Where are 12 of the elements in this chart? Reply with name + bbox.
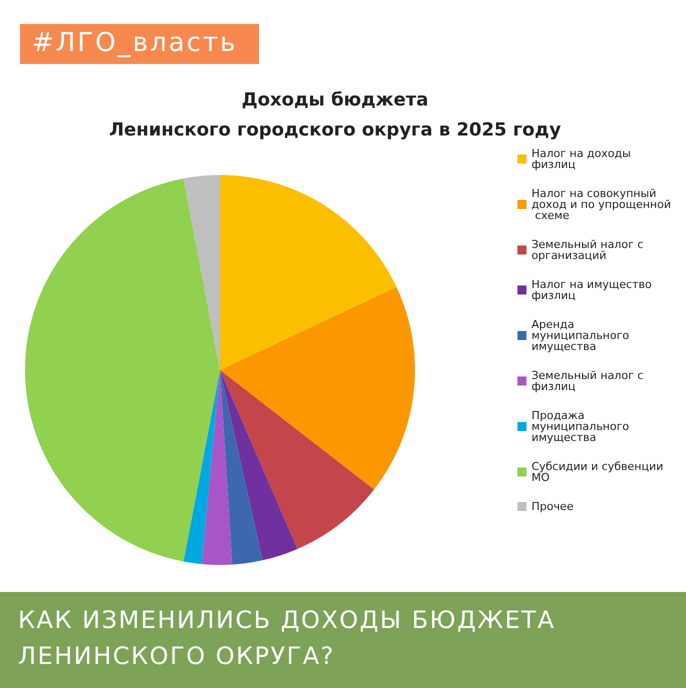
legend-label: Земельный налог с организаций — [531, 238, 647, 262]
legend-label: Налог на доходы физлиц — [531, 147, 634, 171]
legend-label: Прочее — [531, 500, 574, 513]
chart-title: Доходы бюджета Ленинского городского округа в 2025 году — [109, 90, 562, 140]
legend-label: Субсидии и субвенции МО — [531, 460, 667, 484]
legend-label: Продажа муниципального имущества — [531, 409, 633, 444]
text: #ЛГО_власть — [20, 24, 260, 64]
text: КАК ИЗМЕНИЛИСЬ ДОХОДЫ БЮДЖЕТА ЛЕНИНСКОГО ОКРУГА? — [0, 592, 686, 688]
legend-label: Налог на имущество физлиц — [531, 278, 656, 302]
legend-label: Земельный налог с физлиц — [531, 369, 647, 393]
legend-label: Налог на совокупный доход и по упрощенной схеме — [531, 187, 671, 222]
legend-label: Аренда муниципального имущества — [531, 318, 633, 353]
